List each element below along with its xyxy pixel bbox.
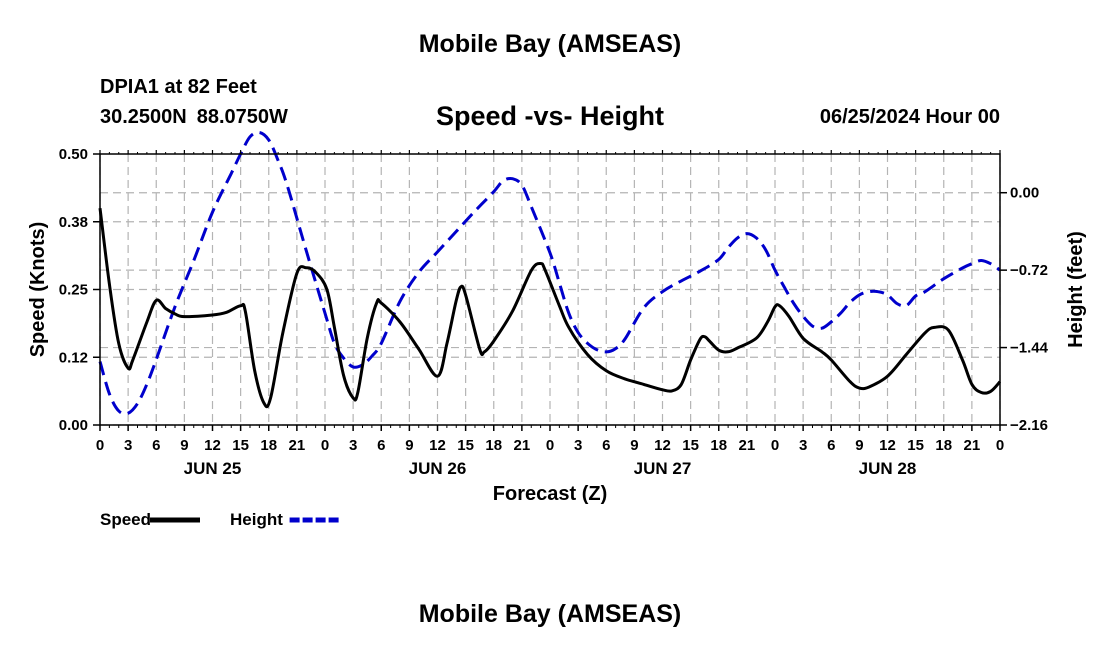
x-tick-label: 21 — [514, 437, 531, 454]
x-tick-label: 18 — [485, 437, 502, 454]
x-tick-label: 6 — [377, 437, 385, 454]
x-tick-label: 6 — [602, 437, 610, 454]
x-tick-label: 18 — [710, 437, 727, 454]
x-tick-label: 15 — [232, 437, 249, 454]
x-tick-label: 0 — [96, 437, 104, 454]
x-tick-label: 0 — [546, 437, 554, 454]
longitude-label: 88.0750W — [196, 106, 288, 128]
x-day-label: JUN 27 — [634, 459, 692, 478]
x-tick-label: 18 — [260, 437, 277, 454]
x-tick-label: 9 — [855, 437, 863, 454]
x-tick-label: 3 — [124, 437, 132, 454]
x-tick-label: 3 — [799, 437, 807, 454]
legend-label-speed: Speed — [100, 510, 151, 529]
x-tick-label: 9 — [630, 437, 638, 454]
y-left-tick-label: 0.50 — [59, 146, 88, 163]
x-tick-label: 6 — [152, 437, 160, 454]
y-axis-left-label: Speed (Knots) — [27, 222, 49, 358]
x-tick-label: 15 — [682, 437, 699, 454]
x-tick-label: 6 — [827, 437, 835, 454]
grid-layer — [99, 154, 1001, 426]
x-tick-label: 12 — [429, 437, 446, 454]
y-left-tick-label: 0.12 — [59, 349, 88, 366]
y-right-tick-label: −1.44 — [1010, 340, 1049, 357]
series-line-speed — [98, 208, 1002, 409]
chart-subtitle: Speed -vs- Height — [435, 101, 665, 131]
y-left-tick-label: 0.25 — [59, 282, 88, 299]
x-tick-label: 12 — [879, 437, 896, 454]
x-axis-label: Forecast (Z) — [493, 483, 607, 505]
series-layer — [98, 130, 1002, 416]
x-day-label: JUN 25 — [184, 459, 242, 478]
chart-title: Mobile Bay (AMSEAS) — [418, 30, 682, 58]
bottom-title: Mobile Bay (AMSEAS) — [418, 600, 682, 628]
series-line-height — [98, 130, 1001, 416]
y-right-tick-label: −2.16 — [1010, 417, 1048, 434]
x-tick-label: 3 — [349, 437, 357, 454]
legend: Speed Height — [100, 510, 340, 529]
x-tick-label: 0 — [996, 437, 1004, 454]
x-tick-label: 3 — [574, 437, 582, 454]
axis-layer: 0 3 6 9 12 15 18 21 0 3 6 9 12 15 18 21 0 3 6 9 12 15 18 21 0 3 6 9… — [59, 146, 1049, 478]
y-axis-right-label: Height (feet) — [1065, 231, 1087, 348]
x-tick-label: 18 — [935, 437, 952, 454]
x-tick-label: 21 — [739, 437, 756, 454]
x-tick-label: 12 — [654, 437, 671, 454]
legend-label-height: Height — [230, 510, 283, 529]
x-tick-label: 9 — [405, 437, 413, 454]
x-tick-label: 15 — [457, 437, 474, 454]
x-tick-label: 0 — [321, 437, 329, 454]
x-tick-label: 21 — [964, 437, 981, 454]
x-tick-label: 9 — [180, 437, 188, 454]
y-left-tick-label: 0.38 — [59, 214, 88, 231]
y-right-tick-label: −0.72 — [1010, 262, 1048, 279]
station-label: DPIA1 at 82 Feet — [100, 76, 257, 98]
latitude-label: 30.2500N — [100, 106, 187, 128]
x-day-label: JUN 28 — [859, 459, 917, 478]
y-left-tick-label: 0.00 — [59, 417, 88, 434]
x-day-label: JUN 26 — [409, 459, 467, 478]
x-tick-label: 21 — [289, 437, 306, 454]
y-right-tick-label: 0.00 — [1010, 185, 1039, 202]
x-tick-label: 12 — [204, 437, 221, 454]
station-coordinates: 30.2500N 88.0750W — [100, 106, 288, 129]
x-tick-label: 0 — [771, 437, 779, 454]
run-time-label: 06/25/2024 Hour 00 — [819, 106, 1000, 128]
x-tick-label: 15 — [907, 437, 924, 454]
